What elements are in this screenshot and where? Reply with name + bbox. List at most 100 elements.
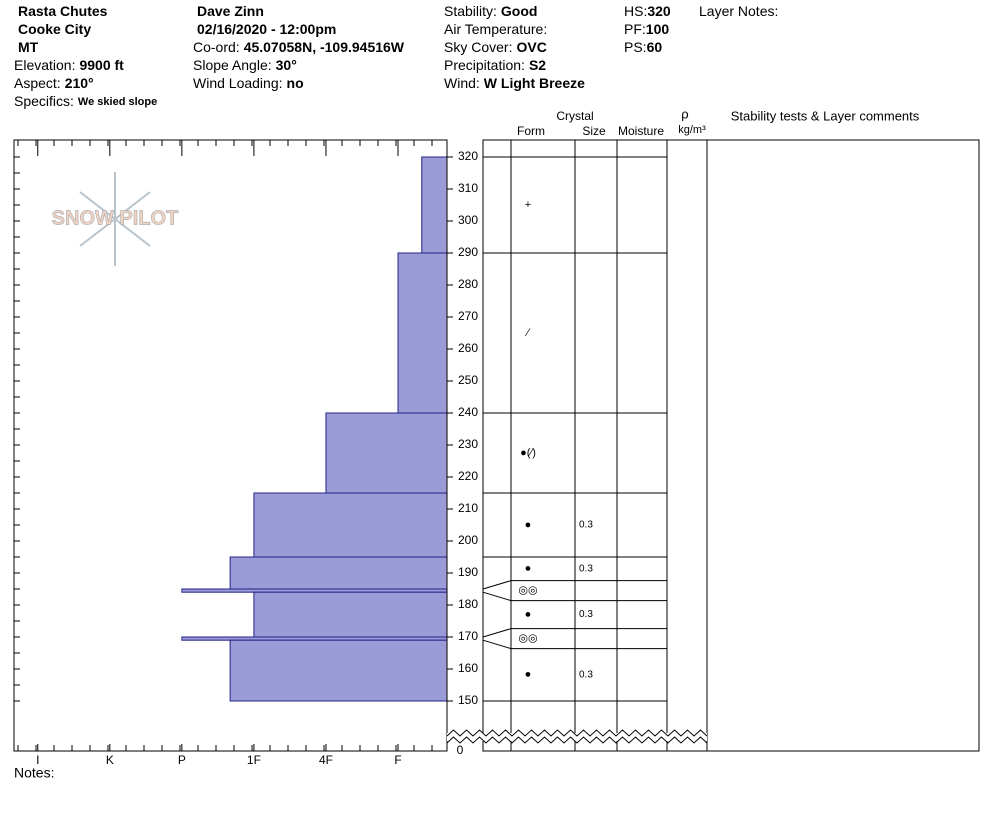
- hardness-bar: [421, 156, 448, 254]
- field-value: Rasta Chutes: [18, 3, 108, 19]
- x-tick-label: F: [394, 753, 401, 767]
- table-header: kg/m³: [678, 124, 706, 136]
- x-tick-label: 1F: [247, 753, 261, 767]
- grain-size: 0.3: [579, 669, 593, 680]
- field-label: Precipitation:: [444, 57, 525, 73]
- field-value: 210°: [65, 75, 94, 91]
- header-field: Cooke City: [18, 21, 91, 37]
- field-value: 30°: [276, 57, 297, 73]
- y-tick-label: 290: [458, 245, 478, 259]
- table-header: Size: [582, 124, 606, 138]
- header-field: Stability: Good: [444, 3, 537, 19]
- header-field: Aspect: 210°: [14, 75, 94, 91]
- notes-label: Notes:: [14, 765, 54, 781]
- field-label: Slope Angle:: [193, 57, 272, 73]
- header-field: MT: [18, 39, 39, 55]
- field-value: Dave Zinn: [197, 3, 264, 19]
- field-label: Co-ord:: [193, 39, 240, 55]
- header-field: Wind Loading: no: [193, 75, 304, 91]
- grain-form: ◎◎: [518, 585, 537, 597]
- y-tick-label: 320: [458, 149, 478, 163]
- field-value: no: [287, 75, 304, 91]
- field-label: Aspect:: [14, 75, 61, 91]
- grain-form: ●: [525, 609, 532, 621]
- field-label: Sky Cover:: [444, 39, 512, 55]
- header-field: Slope Angle: 30°: [193, 57, 297, 73]
- field-value: 320: [647, 3, 671, 19]
- hardness-bar: [397, 252, 448, 414]
- table-frame: [482, 139, 708, 752]
- y-tick-label: 250: [458, 373, 478, 387]
- header-field: Layer Notes:: [699, 3, 778, 19]
- field-value: 100: [646, 21, 670, 37]
- y-tick-label: 300: [458, 213, 478, 227]
- y-tick-label: 190: [458, 565, 478, 579]
- header-field: Dave Zinn: [197, 3, 264, 19]
- table-header: ρ: [681, 106, 688, 121]
- hardness-bar: [229, 639, 448, 702]
- header-field: Precipitation: S2: [444, 57, 546, 73]
- grain-form: ●: [525, 519, 532, 531]
- field-label: Wind:: [444, 75, 480, 91]
- y-tick-label: 280: [458, 277, 478, 291]
- header-field: PS:60: [624, 39, 662, 55]
- y-origin-label: 0: [457, 743, 464, 757]
- field-value: 02/16/2020 - 12:00pm: [197, 21, 336, 37]
- logo: [79, 172, 151, 266]
- x-tick-label: I: [36, 753, 39, 767]
- x-tick-label: K: [106, 753, 114, 767]
- header-field: Elevation: 9900 ft: [14, 57, 124, 73]
- field-value: 9900 ft: [79, 57, 124, 73]
- table-header: Moisture: [618, 124, 664, 138]
- field-label: Elevation:: [14, 57, 75, 73]
- grain-size: 0.3: [579, 563, 593, 574]
- header-field: Wind: W Light Breeze: [444, 75, 585, 91]
- field-label: Air Temperature:: [444, 21, 547, 37]
- header-field: Specifics: We skied slope: [14, 93, 157, 109]
- field-value: S2: [529, 57, 546, 73]
- y-tick-label: 220: [458, 469, 478, 483]
- y-tick-label: 180: [458, 597, 478, 611]
- table-header: Crystal: [556, 109, 593, 123]
- grain-form: ●(⁄): [520, 447, 536, 459]
- layer-connector: [482, 628, 512, 638]
- grain-form: ●: [525, 669, 532, 681]
- field-value: W Light Breeze: [484, 75, 585, 91]
- layer-connector: [482, 591, 512, 602]
- header-field: Sky Cover: OVC: [444, 39, 547, 55]
- field-label: PF:: [624, 21, 646, 37]
- layer-connector: [482, 639, 512, 650]
- hardness-bar: [253, 492, 448, 558]
- field-label: Wind Loading:: [193, 75, 283, 91]
- field-value: Cooke City: [18, 21, 91, 37]
- grain-form: ◎◎: [518, 633, 537, 645]
- x-tick-label: P: [178, 753, 186, 767]
- y-tick-label: 310: [458, 181, 478, 195]
- axis-break: [447, 733, 707, 741]
- header-field: Rasta Chutes: [18, 3, 108, 19]
- hardness-bar: [325, 412, 448, 494]
- grain-form: +: [525, 199, 531, 211]
- field-label: Stability:: [444, 3, 497, 19]
- field-value: Good: [501, 3, 538, 19]
- y-tick-label: 210: [458, 501, 478, 515]
- y-tick-label: 240: [458, 405, 478, 419]
- y-tick-label: 270: [458, 309, 478, 323]
- axis-break-line: [446, 729, 708, 737]
- x-tick-label: 4F: [319, 753, 333, 767]
- table-header: Stability tests & Layer comments: [731, 108, 920, 123]
- field-value: MT: [18, 39, 39, 55]
- field-value: 45.07058N, -109.94516W: [244, 39, 405, 55]
- field-label: Specifics:: [14, 93, 74, 109]
- field-label: Layer Notes:: [699, 3, 778, 19]
- comments-frame: [706, 139, 980, 752]
- y-tick-label: 200: [458, 533, 478, 547]
- header-field: Co-ord: 45.07058N, -109.94516W: [193, 39, 405, 55]
- field-label: PS:: [624, 39, 647, 55]
- y-tick-label: 260: [458, 341, 478, 355]
- table-header: Form: [517, 124, 545, 138]
- logo-text: SNOW PILOT: [52, 207, 179, 229]
- y-tick-label: 150: [458, 693, 478, 707]
